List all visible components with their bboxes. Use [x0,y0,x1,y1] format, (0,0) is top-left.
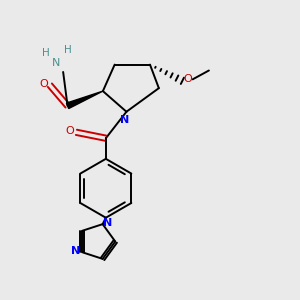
Text: H: H [64,45,71,55]
Text: O: O [39,79,48,89]
Text: N: N [120,115,130,125]
Text: H: H [42,48,49,58]
Polygon shape [66,91,103,109]
Text: N: N [103,218,112,228]
Text: O: O [65,126,74,136]
Text: N: N [52,58,60,68]
Text: N: N [71,246,80,256]
Text: O: O [183,74,192,84]
